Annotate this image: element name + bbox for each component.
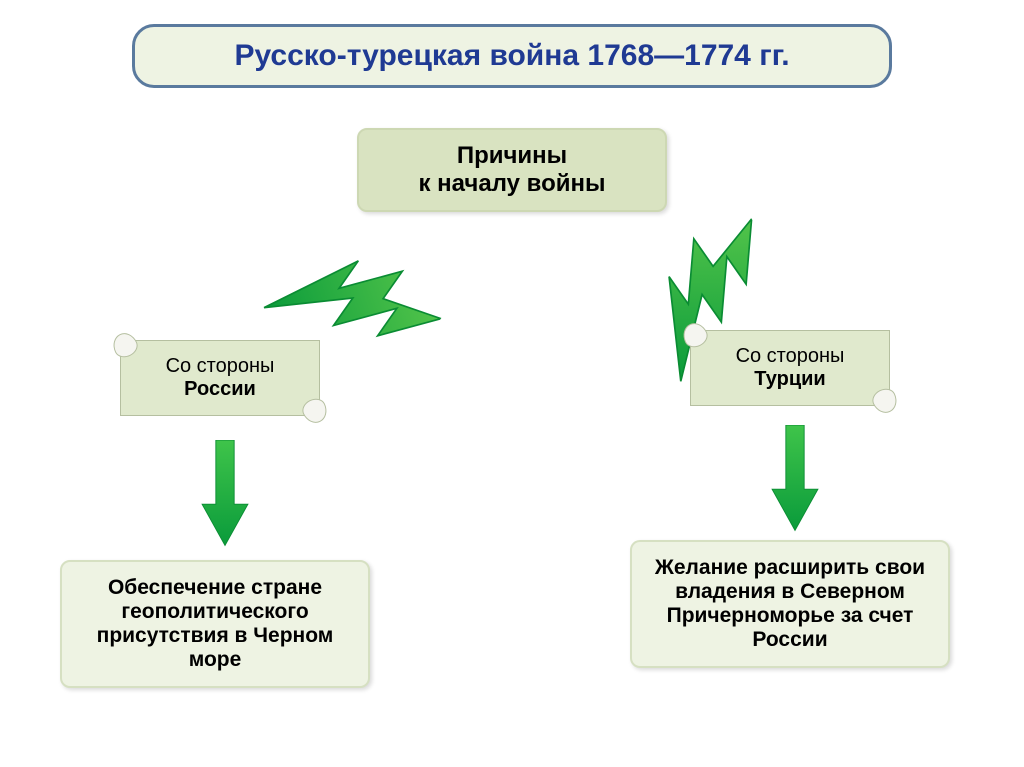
russia-line1: Со стороны [139, 355, 301, 378]
causes-line1: Причины [387, 142, 637, 170]
reason-turkey-text: Желание расширить свои владения в Северн… [655, 556, 925, 651]
causes-line2: к началу войны [387, 170, 637, 198]
reason-russia-node: Обеспечение стране геополитического прис… [60, 560, 370, 688]
side-russia-node: Со стороны России [120, 340, 320, 416]
turkey-line2: Турции [709, 368, 871, 391]
arrow-left-icon [195, 440, 255, 555]
diagram-title: Русско-турецкая война 1768—1774 гг. [132, 24, 892, 88]
title-text: Русско-турецкая война 1768—1774 гг. [234, 39, 789, 72]
causes-root-node: Причины к началу войны [357, 128, 667, 212]
side-turkey-node: Со стороны Турции [690, 330, 890, 406]
reason-russia-text: Обеспечение стране геополитического прис… [97, 576, 334, 671]
russia-line2: России [139, 378, 301, 401]
arrow-right-icon [765, 425, 825, 540]
reason-turkey-node: Желание расширить свои владения в Северн… [630, 540, 950, 668]
turkey-line1: Со стороны [709, 345, 871, 368]
